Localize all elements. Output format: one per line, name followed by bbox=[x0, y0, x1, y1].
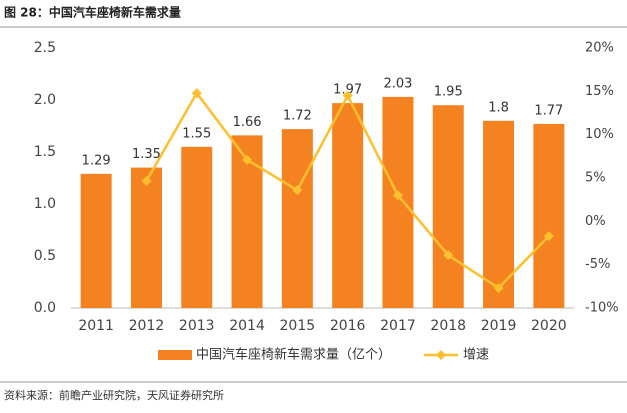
line-marker bbox=[443, 250, 454, 261]
y-tick-label: 1.5 bbox=[34, 144, 56, 160]
line-marker bbox=[292, 185, 303, 196]
data-label: 1.8 bbox=[488, 100, 509, 115]
source: 资料来源：前瞻产业研究院，天风证券研究所 bbox=[4, 388, 224, 402]
x-tick-label: 2016 bbox=[330, 318, 366, 334]
x-tick-label: 2011 bbox=[78, 318, 114, 334]
y-tick-label: 2.5 bbox=[34, 40, 56, 56]
bar bbox=[80, 173, 112, 308]
data-label: 1.55 bbox=[182, 126, 211, 141]
legend-label: 增速 bbox=[463, 348, 489, 363]
bar bbox=[281, 129, 313, 308]
y-tick-label: 2.0 bbox=[34, 92, 56, 108]
data-label: 1.29 bbox=[82, 153, 111, 168]
line-marker bbox=[493, 283, 504, 294]
bar bbox=[533, 123, 565, 308]
line-marker bbox=[191, 88, 202, 99]
chart-title: 图 28：中国汽车座椅新车需求量 bbox=[4, 5, 181, 20]
data-label: 1.66 bbox=[233, 115, 262, 130]
y2-tick-label: 5% bbox=[585, 171, 606, 186]
data-label: 1.35 bbox=[132, 147, 161, 162]
y2-tick-label: -10% bbox=[585, 301, 619, 316]
bar bbox=[432, 105, 464, 308]
bar bbox=[181, 146, 213, 308]
line-marker bbox=[543, 231, 554, 242]
bar bbox=[332, 103, 364, 309]
line-marker bbox=[342, 90, 353, 101]
legend-swatch bbox=[436, 350, 446, 360]
x-tick-label: 2019 bbox=[481, 318, 517, 334]
x-tick-label: 2018 bbox=[430, 318, 466, 334]
data-label: 1.95 bbox=[434, 85, 463, 100]
y2-tick-label: 20% bbox=[585, 41, 614, 56]
y2-tick-label: 15% bbox=[585, 84, 614, 99]
y2-tick-label: -5% bbox=[585, 257, 610, 272]
bar bbox=[130, 167, 162, 308]
data-label: 2.03 bbox=[383, 76, 412, 91]
x-tick-label: 2014 bbox=[229, 318, 265, 334]
legend-label: 中国汽车座椅新车需求量（亿个） bbox=[196, 347, 391, 363]
y-tick-label: 1.0 bbox=[34, 196, 56, 212]
y-tick-label: 0.5 bbox=[34, 248, 56, 264]
data-label: 1.97 bbox=[333, 83, 362, 98]
line-marker bbox=[141, 176, 152, 187]
bar bbox=[382, 96, 414, 308]
y2-tick-label: 10% bbox=[585, 127, 614, 142]
x-tick-label: 2012 bbox=[129, 318, 165, 334]
data-label: 1.72 bbox=[283, 109, 312, 124]
y-tick-label: 0.0 bbox=[34, 300, 56, 316]
x-tick-label: 2013 bbox=[179, 318, 215, 334]
x-tick-label: 2015 bbox=[280, 318, 316, 334]
data-label: 1.77 bbox=[534, 103, 563, 118]
line-marker bbox=[242, 154, 253, 165]
line-marker bbox=[392, 190, 403, 201]
x-tick-label: 2020 bbox=[531, 318, 567, 334]
y2-tick-label: 0% bbox=[585, 214, 606, 229]
legend-swatch bbox=[158, 350, 192, 360]
x-tick-label: 2017 bbox=[380, 318, 416, 334]
